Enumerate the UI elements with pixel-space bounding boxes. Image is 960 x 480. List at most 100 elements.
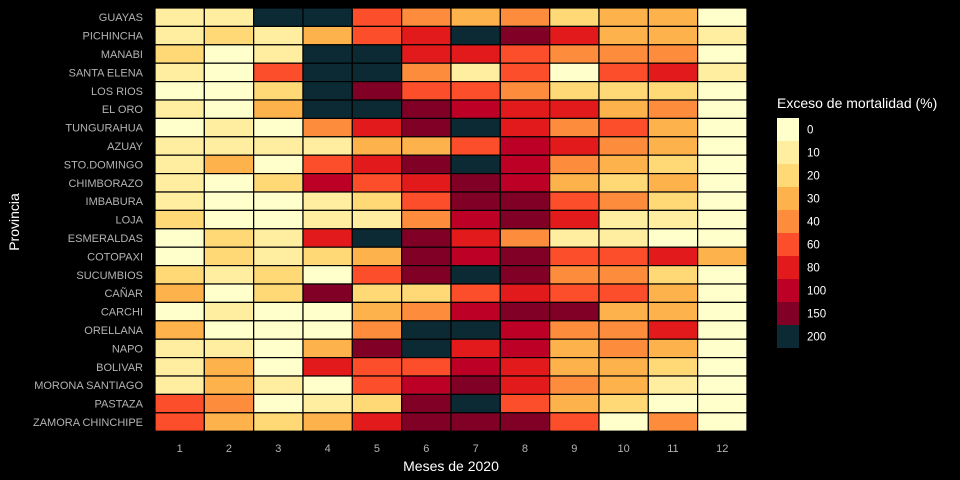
heatmap-cell <box>500 82 549 100</box>
heatmap-cell <box>254 394 303 412</box>
heatmap-cell <box>698 394 747 412</box>
y-tick-label: CARCHI <box>101 307 143 319</box>
heatmap-cell <box>698 358 747 376</box>
heatmap-cell <box>599 100 648 118</box>
legend-swatch <box>777 118 799 141</box>
heatmap-cell <box>402 302 451 320</box>
heatmap-cell <box>599 376 648 394</box>
heatmap-cell <box>402 155 451 173</box>
heatmap-cell <box>698 302 747 320</box>
heatmap-cell <box>648 210 697 228</box>
heatmap-cell <box>254 118 303 136</box>
heatmap-cell <box>204 100 253 118</box>
heatmap-cell <box>402 100 451 118</box>
legend-swatch <box>777 325 799 348</box>
heatmap-cell <box>204 192 253 210</box>
heatmap-cell <box>303 339 352 357</box>
x-tick-label: 5 <box>374 443 380 455</box>
heatmap-cell <box>698 82 747 100</box>
y-tick-label: ORELLANA <box>84 325 143 337</box>
y-tick-label: EL ORO <box>102 104 144 116</box>
heatmap-cell <box>402 284 451 302</box>
heatmap-cell <box>254 8 303 26</box>
heatmap-cell <box>648 63 697 81</box>
heatmap-cell <box>352 8 401 26</box>
heatmap-cell <box>500 284 549 302</box>
x-tick-label: 4 <box>325 443 331 455</box>
legend-label: 80 <box>807 263 820 275</box>
heatmap-cell <box>352 174 401 192</box>
heatmap-cell <box>451 137 500 155</box>
heatmap-cell <box>451 100 500 118</box>
heatmap-cell <box>204 118 253 136</box>
heatmap-cell <box>550 413 599 431</box>
heatmap-cell <box>204 63 253 81</box>
heatmap-cell <box>451 210 500 228</box>
heatmap-cell <box>352 302 401 320</box>
heatmap-cell <box>352 26 401 44</box>
heatmap-cell <box>402 192 451 210</box>
heatmap-cell <box>500 192 549 210</box>
heatmap-cell <box>550 284 599 302</box>
heatmap-cell <box>648 137 697 155</box>
heatmap-cell <box>155 210 204 228</box>
heatmap-cell <box>550 155 599 173</box>
heatmap-cell <box>648 155 697 173</box>
heatmap-cell <box>550 376 599 394</box>
heatmap-cell <box>500 118 549 136</box>
heatmap-cell <box>698 247 747 265</box>
legend-label: 30 <box>807 194 820 206</box>
heatmap-cell <box>500 339 549 357</box>
heatmap-cell <box>550 210 599 228</box>
heatmap-cell <box>352 339 401 357</box>
heatmap-cell <box>352 284 401 302</box>
heatmap-cell <box>599 63 648 81</box>
heatmap-cell <box>451 63 500 81</box>
heatmap-cell <box>402 45 451 63</box>
heatmap-cell <box>303 82 352 100</box>
heatmap-cell <box>352 100 401 118</box>
heatmap-cell <box>451 118 500 136</box>
heatmap-cell <box>698 137 747 155</box>
heatmap-cell <box>155 394 204 412</box>
heatmap-cell <box>155 26 204 44</box>
y-tick-label: COTOPAXI <box>87 251 143 263</box>
x-tick-label: 10 <box>618 443 630 455</box>
heatmap-cell <box>648 26 697 44</box>
heatmap-cell <box>451 174 500 192</box>
heatmap-cell <box>550 266 599 284</box>
y-tick-labels: GUAYAS PICHINCHA MANABI SANTA ELENA LOS RIOS… <box>33 12 144 429</box>
x-axis-title: Meses de 2020 <box>403 458 499 474</box>
heatmap-cell <box>599 266 648 284</box>
heatmap-cell <box>599 45 648 63</box>
heatmap-cell <box>402 376 451 394</box>
heatmap-cell <box>352 155 401 173</box>
heatmap-cell <box>204 302 253 320</box>
heatmap-cell <box>204 358 253 376</box>
heatmap-cell <box>451 302 500 320</box>
heatmap-cell <box>155 45 204 63</box>
heatmap-cell <box>303 118 352 136</box>
heatmap-cell <box>599 8 648 26</box>
heatmap-cell <box>550 229 599 247</box>
legend-swatch <box>777 302 799 325</box>
heatmap-cell <box>648 376 697 394</box>
heatmap-cell <box>254 192 303 210</box>
heatmap-cell <box>451 358 500 376</box>
heatmap-cell <box>698 339 747 357</box>
x-tick-label: 7 <box>473 443 479 455</box>
heatmap-cell <box>204 26 253 44</box>
heatmap-cell <box>648 118 697 136</box>
heatmap-cell <box>155 8 204 26</box>
heatmap-cell <box>698 266 747 284</box>
heatmap-cell <box>254 229 303 247</box>
y-tick-label: CAÑAR <box>104 287 143 300</box>
legend-title: Exceso de mortalidad (%) <box>777 95 937 111</box>
heatmap-cell <box>303 247 352 265</box>
heatmap-cell <box>402 82 451 100</box>
heatmap-cell <box>303 302 352 320</box>
heatmap-cell <box>352 266 401 284</box>
heatmap-cell <box>303 174 352 192</box>
y-tick-label: ZAMORA CHINCHIPE <box>33 417 143 429</box>
heatmap-cell <box>648 339 697 357</box>
